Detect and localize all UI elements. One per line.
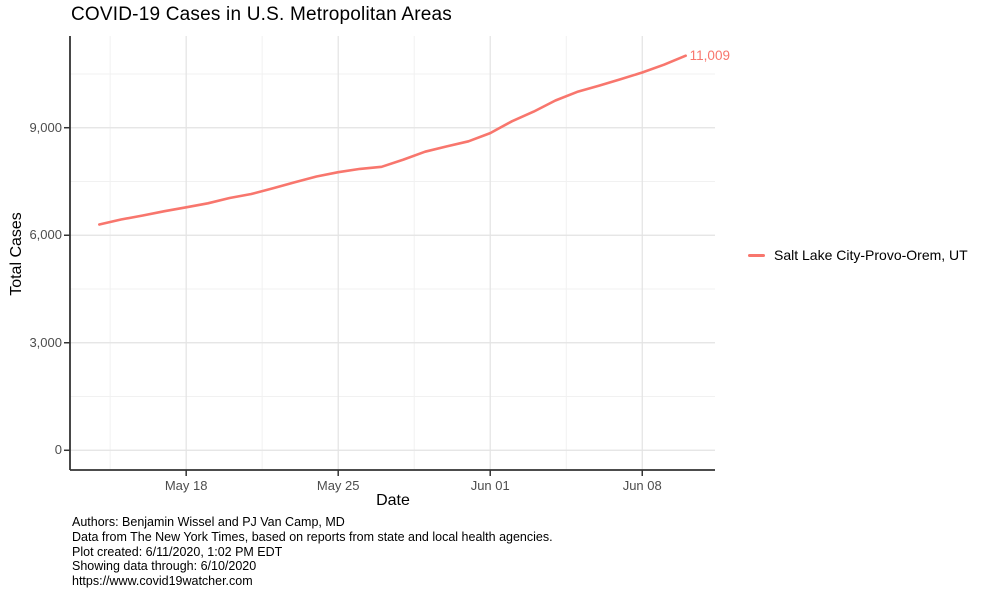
chart-title: COVID-19 Cases in U.S. Metropolitan Area… — [71, 4, 452, 25]
footer-website-link: https://www.covid19watcher.com — [72, 574, 253, 589]
series-end-value-label: 11,009 — [689, 47, 730, 63]
x-axis-title: Date — [376, 492, 410, 509]
legend: Salt Lake City-Provo-Orem, UT — [748, 247, 968, 263]
x-tick-label: Jun 08 — [622, 478, 662, 493]
y-tick-label: 9,000 — [29, 119, 62, 135]
series-line-salt-lake-city — [98, 54, 688, 226]
x-tick-label: May 18 — [164, 478, 208, 493]
y-axis-title: Total Cases — [8, 212, 25, 296]
legend-series-label: Salt Lake City-Provo-Orem, UT — [774, 247, 968, 263]
footer-data-source: Data from The New York Times, based on r… — [72, 529, 553, 544]
footer-notes: Authors: Benjamin Wissel and PJ Van Camp… — [72, 515, 553, 589]
footer-plot-created: Plot created: 6/11/2020, 1:02 PM EDT — [72, 544, 283, 559]
y-tick-label: 0 — [54, 442, 62, 458]
legend-line-swatch — [748, 253, 765, 257]
x-tick-label: May 25 — [316, 478, 360, 493]
footer-data-through: Showing data through: 6/10/2020 — [72, 559, 257, 574]
y-tick-label: 6,000 — [29, 227, 62, 243]
y-tick-label: 3,000 — [29, 334, 62, 350]
x-tick-label: Jun 01 — [470, 478, 510, 493]
footer-authors: Authors: Benjamin Wissel and PJ Van Camp… — [72, 515, 345, 529]
